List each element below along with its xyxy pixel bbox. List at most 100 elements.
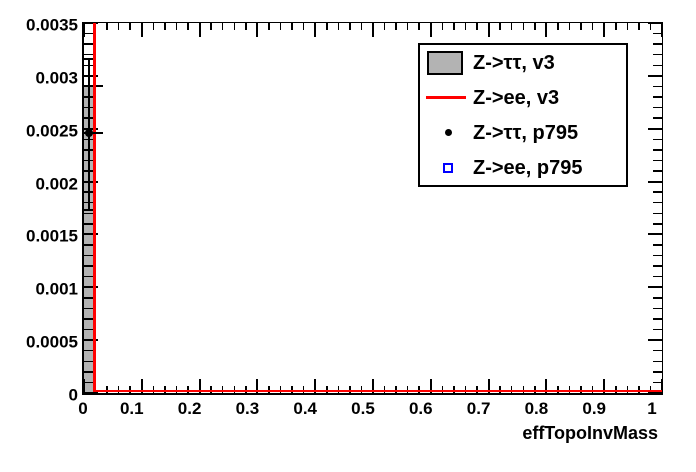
x-tick xyxy=(83,379,85,393)
y-tick xyxy=(84,265,93,267)
y-tick xyxy=(84,180,98,183)
y-tick xyxy=(84,22,98,24)
y-tick xyxy=(84,381,93,384)
y-tick xyxy=(84,360,93,363)
x-tick xyxy=(441,23,444,30)
x-tick xyxy=(360,23,363,30)
red-histogram-line xyxy=(93,23,97,391)
x-tick xyxy=(175,23,178,30)
legend-symbol-line-icon xyxy=(425,96,471,99)
y-tick xyxy=(648,339,662,342)
x-tick xyxy=(152,23,155,30)
x-tick xyxy=(545,23,548,37)
x-tick xyxy=(591,23,594,30)
y-tick xyxy=(648,233,662,236)
x-tick xyxy=(383,23,386,30)
plot-frame xyxy=(82,22,663,395)
y-tick xyxy=(653,318,662,320)
y-tick xyxy=(84,297,93,299)
y-tick xyxy=(84,286,98,289)
y-tick xyxy=(84,392,98,394)
y-tick xyxy=(84,307,93,310)
y-tick xyxy=(84,32,93,35)
y-tick xyxy=(653,149,662,151)
x-tick-label: 0.7 xyxy=(466,399,491,418)
x-tick-label: 0.5 xyxy=(351,399,375,418)
y-tick xyxy=(653,53,662,56)
y-tick xyxy=(653,360,662,363)
y-tick xyxy=(648,180,662,183)
y-tick xyxy=(653,64,662,67)
x-tick xyxy=(638,23,640,30)
x-tick xyxy=(429,379,432,393)
y-tick xyxy=(84,318,93,320)
x-tick xyxy=(487,379,490,393)
x-tick xyxy=(198,23,201,37)
x-tick xyxy=(106,23,108,30)
x-tick xyxy=(83,23,85,37)
y-tick xyxy=(84,74,98,77)
x-tick-label: 0.2 xyxy=(177,399,202,418)
y-tick xyxy=(648,127,662,130)
x-tick xyxy=(268,23,270,30)
x-tick xyxy=(314,379,317,393)
red-histogram-baseline xyxy=(93,389,662,392)
x-tick xyxy=(245,23,247,30)
y-tick xyxy=(653,349,662,352)
x-tick xyxy=(568,23,571,30)
x-tick-label: 0.9 xyxy=(582,399,607,418)
y-tick xyxy=(84,212,93,215)
y-tick xyxy=(653,117,662,119)
y-tick xyxy=(84,275,93,278)
legend-symbol-filled-circle-icon xyxy=(425,129,471,136)
x-tick xyxy=(557,23,559,30)
legend-entry: Z->ee, p795 xyxy=(420,150,626,185)
legend-entry: Z->ττ, p795 xyxy=(420,115,626,150)
x-tick xyxy=(140,379,143,393)
legend-entry-label: Z->ττ, v3 xyxy=(473,51,555,74)
error-bar-x xyxy=(83,131,104,134)
y-tick xyxy=(653,223,662,225)
x-tick-label: 0.1 xyxy=(119,399,144,418)
x-tick xyxy=(661,23,663,37)
x-tick xyxy=(661,379,663,393)
legend-symbol-open-square-icon xyxy=(425,162,471,173)
y-tick xyxy=(653,328,662,331)
x-tick xyxy=(221,23,224,30)
legend-entry: Z->ττ, v3 xyxy=(420,45,626,80)
x-tick xyxy=(372,379,374,393)
y-tick-label: 0 xyxy=(68,385,78,405)
x-tick-label: 0.4 xyxy=(293,399,318,418)
legend-entry: Z->ee, v3 xyxy=(420,80,626,115)
x-tick-label: 1 xyxy=(647,399,657,418)
x-tick xyxy=(210,23,212,30)
x-tick-label: 0.6 xyxy=(408,399,433,418)
x-tick-label: 0 xyxy=(78,399,88,418)
y-tick xyxy=(653,96,662,98)
x-tick xyxy=(372,23,374,37)
x-tick xyxy=(487,23,490,37)
x-tick xyxy=(117,23,120,30)
x-tick xyxy=(649,23,652,30)
y-tick xyxy=(648,74,662,77)
x-tick xyxy=(291,23,293,30)
y-tick xyxy=(653,254,662,257)
x-tick xyxy=(603,23,606,37)
legend-entry-label: Z->ee, v3 xyxy=(473,86,560,109)
error-bar-cap-bottom xyxy=(84,209,94,212)
y-tick xyxy=(653,297,662,299)
y-tick xyxy=(84,339,98,342)
y-tick xyxy=(648,286,662,289)
x-tick xyxy=(302,23,305,30)
y-tick xyxy=(653,170,662,172)
y-tick xyxy=(653,106,662,109)
y-tick-label: 0.0025 xyxy=(26,121,78,141)
y-tick xyxy=(84,371,93,373)
x-tick xyxy=(140,23,143,37)
x-tick xyxy=(198,379,201,393)
x-tick xyxy=(510,23,513,30)
x-tick xyxy=(580,23,582,30)
y-tick xyxy=(84,223,93,225)
data-point-marker xyxy=(84,128,93,137)
x-tick xyxy=(453,23,455,30)
